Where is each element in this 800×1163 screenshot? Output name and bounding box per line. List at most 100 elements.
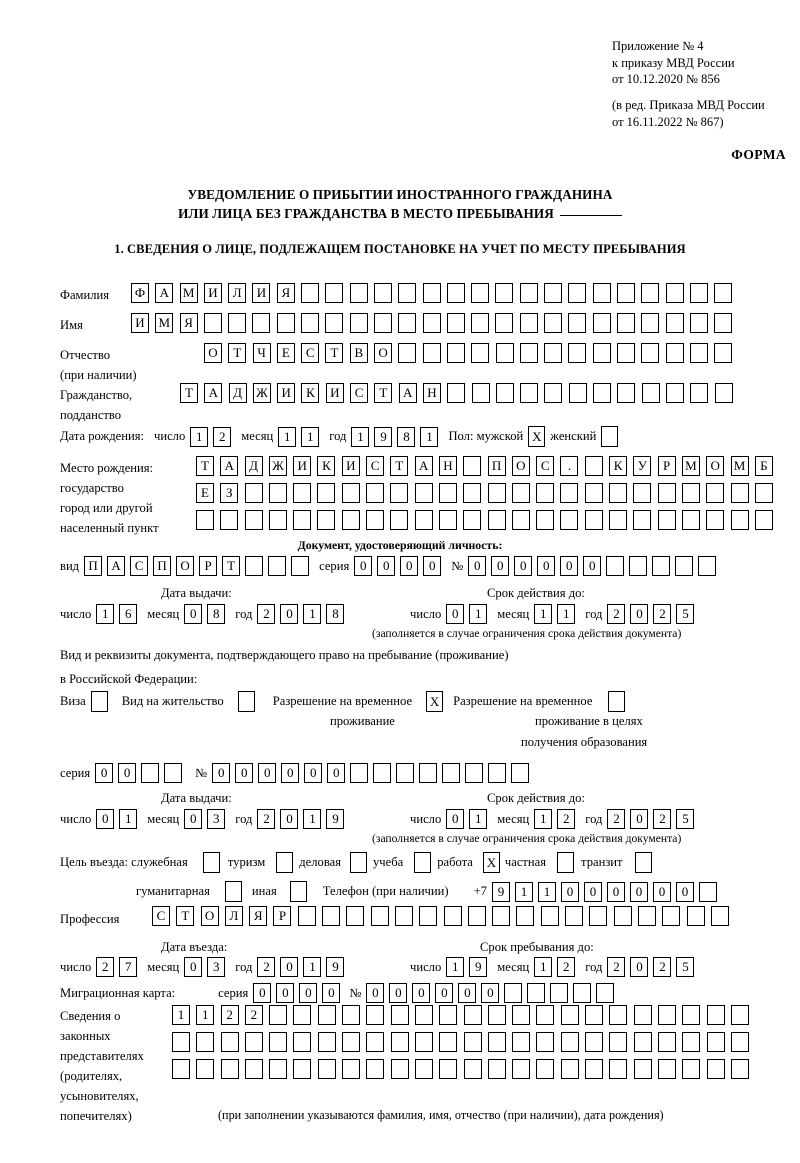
char-box[interactable] (291, 556, 310, 576)
char-box[interactable]: Т (222, 556, 241, 576)
char-box[interactable] (463, 483, 482, 503)
char-box[interactable] (196, 510, 214, 530)
char-box[interactable] (689, 343, 708, 363)
char-box[interactable] (690, 383, 709, 403)
char-box[interactable]: 0 (652, 881, 671, 902)
char-box[interactable] (568, 283, 587, 303)
char-box[interactable] (495, 313, 514, 333)
char-box[interactable] (325, 283, 344, 303)
char-box[interactable]: 0 (366, 983, 385, 1003)
char-box[interactable] (675, 556, 694, 576)
char-box[interactable] (396, 763, 415, 783)
char-box[interactable]: 8 (326, 604, 345, 624)
char-box[interactable] (463, 1032, 482, 1052)
char-box[interactable]: 0 (560, 881, 579, 902)
char-box[interactable] (641, 343, 660, 363)
char-box[interactable] (325, 313, 344, 333)
char-box[interactable] (730, 510, 749, 530)
char-box[interactable]: И (252, 283, 271, 303)
char-box[interactable] (322, 906, 341, 926)
char-box[interactable] (593, 383, 612, 403)
char-box[interactable] (560, 510, 579, 530)
char-box[interactable] (471, 283, 490, 303)
char-box[interactable]: М (681, 456, 700, 476)
char-box[interactable]: 1 (534, 604, 553, 624)
char-box[interactable] (714, 343, 733, 363)
char-box[interactable] (317, 483, 336, 503)
char-box[interactable]: 1 (119, 809, 138, 829)
char-box[interactable] (414, 1032, 433, 1052)
char-box[interactable]: 0 (276, 983, 295, 1003)
char-box[interactable]: Е (196, 483, 214, 503)
char-box[interactable] (373, 283, 392, 303)
char-box[interactable] (665, 313, 684, 333)
char-box[interactable] (516, 906, 535, 926)
char-box[interactable] (617, 383, 636, 403)
char-box[interactable] (544, 283, 563, 303)
char-box[interactable]: П (487, 456, 506, 476)
char-box[interactable]: И (277, 383, 296, 403)
char-box[interactable] (585, 1005, 604, 1025)
char-box[interactable]: Ф (131, 283, 149, 303)
char-box[interactable] (164, 763, 183, 783)
purpose-study-checkbox[interactable] (414, 852, 432, 873)
char-box[interactable]: 3 (207, 809, 226, 829)
char-box[interactable]: О (200, 906, 219, 926)
char-box[interactable]: 0 (377, 556, 396, 576)
char-box[interactable]: О (511, 456, 530, 476)
char-box[interactable] (487, 483, 506, 503)
char-box[interactable]: М (179, 283, 198, 303)
char-box[interactable]: Б (754, 456, 773, 476)
char-box[interactable]: 3 (207, 957, 226, 977)
char-box[interactable]: 0 (184, 957, 203, 977)
char-box[interactable]: Я (249, 906, 268, 926)
char-box[interactable]: 0 (184, 604, 203, 624)
char-box[interactable] (422, 343, 441, 363)
char-box[interactable] (544, 343, 563, 363)
char-box[interactable]: 0 (327, 763, 346, 783)
char-box[interactable]: 2 (557, 957, 576, 977)
char-box[interactable] (519, 283, 538, 303)
char-box[interactable]: К (317, 456, 336, 476)
char-box[interactable]: Я (179, 313, 198, 333)
purpose-work-checkbox[interactable]: X (482, 852, 500, 873)
char-box[interactable]: П (153, 556, 172, 576)
char-box[interactable]: 1 (557, 604, 576, 624)
char-box[interactable] (366, 483, 385, 503)
char-box[interactable] (196, 1032, 215, 1052)
char-box[interactable] (220, 1059, 239, 1079)
char-box[interactable] (616, 313, 635, 333)
char-box[interactable] (301, 283, 320, 303)
purpose-other-checkbox[interactable] (289, 881, 307, 902)
char-box[interactable] (487, 1032, 506, 1052)
char-box[interactable]: 0 (630, 957, 649, 977)
char-box[interactable] (439, 1032, 458, 1052)
char-box[interactable]: 5 (676, 957, 695, 977)
char-box[interactable]: 0 (281, 763, 300, 783)
char-box[interactable]: И (131, 313, 149, 333)
char-box[interactable] (565, 906, 584, 926)
char-box[interactable]: 0 (235, 763, 254, 783)
char-box[interactable] (419, 906, 438, 926)
char-box[interactable] (657, 1005, 676, 1025)
char-box[interactable] (504, 983, 523, 1003)
char-box[interactable]: Т (176, 906, 195, 926)
char-box[interactable] (398, 313, 417, 333)
char-box[interactable] (471, 383, 490, 403)
char-box[interactable]: 2 (607, 957, 626, 977)
char-box[interactable]: Ч (252, 343, 271, 363)
char-box[interactable]: 1 (534, 957, 553, 977)
char-box[interactable] (350, 763, 369, 783)
char-box[interactable] (293, 1059, 312, 1079)
char-box[interactable] (297, 906, 316, 926)
purpose-transit-checkbox[interactable] (634, 852, 652, 873)
char-box[interactable]: 0 (514, 556, 533, 576)
char-box[interactable] (346, 906, 365, 926)
